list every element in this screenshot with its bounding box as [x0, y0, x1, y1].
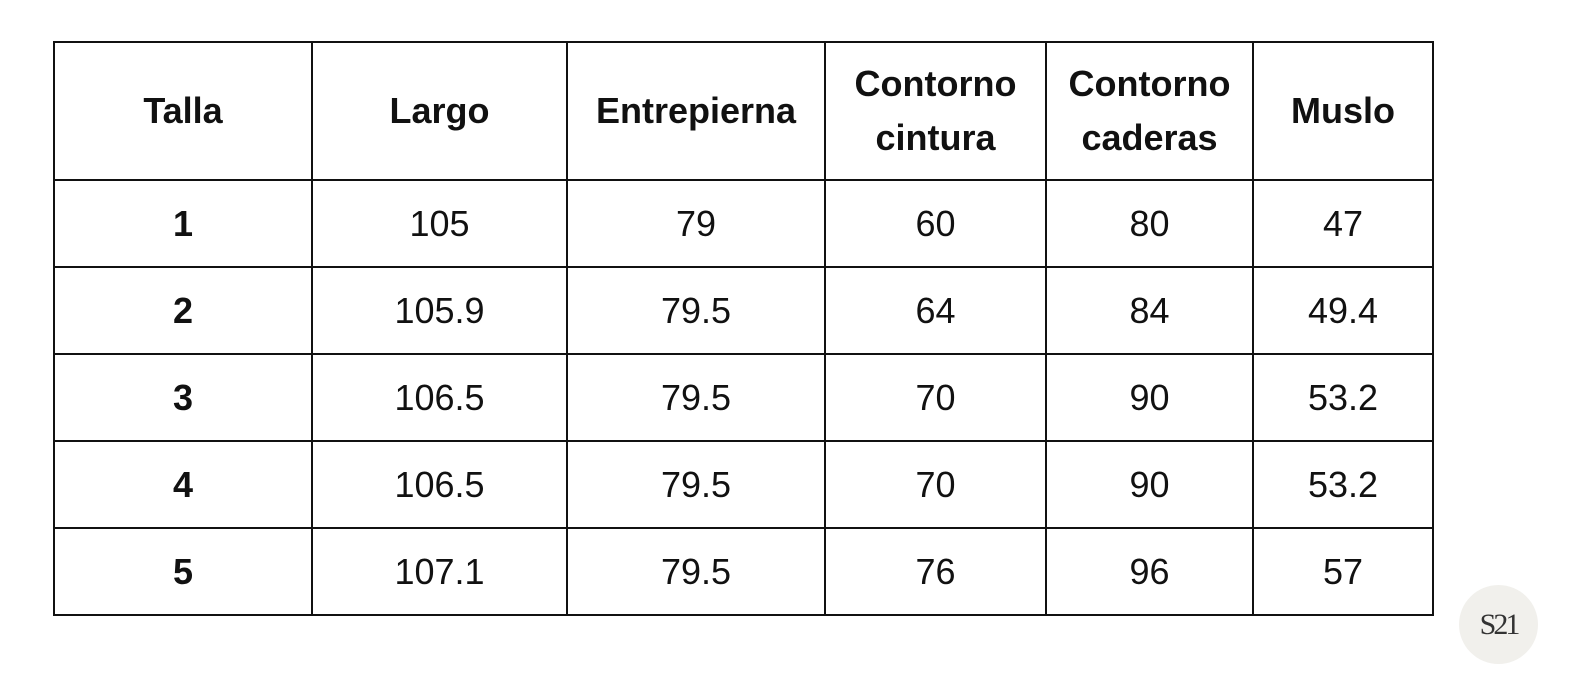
table-cell: 105 [311, 179, 568, 268]
table-cell: 49.4 [1252, 266, 1434, 355]
table-cell: 70 [824, 353, 1047, 442]
table-row: 4 106.5 79.5 70 90 53.2 [53, 440, 1434, 529]
table-cell: 57 [1252, 527, 1434, 616]
table-row: 3 106.5 79.5 70 90 53.2 [53, 353, 1434, 442]
table-cell: 106.5 [311, 440, 568, 529]
table-cell: 107.1 [311, 527, 568, 616]
table-cell: 79.5 [566, 266, 826, 355]
table-cell: 60 [824, 179, 1047, 268]
header-cell: Muslo [1252, 41, 1434, 181]
table-body: 1 105 79 60 80 47 2 105.9 79.5 64 84 49.4 3 106.5 79.5… [53, 179, 1434, 616]
table-row: 5 107.1 79.5 76 96 57 [53, 527, 1434, 616]
table-cell: 79.5 [566, 527, 826, 616]
table-row: 1 105 79 60 80 47 [53, 179, 1434, 268]
header-cell: Largo [311, 41, 568, 181]
table-cell: 96 [1045, 527, 1254, 616]
table-cell: 5 [53, 527, 313, 616]
table-cell: 90 [1045, 353, 1254, 442]
table-cell: 53.2 [1252, 353, 1434, 442]
table-cell: 70 [824, 440, 1047, 529]
header-row: Talla Largo Entrepierna Contorno cintura Con… [53, 41, 1434, 181]
table-cell: 79 [566, 179, 826, 268]
table-cell: 90 [1045, 440, 1254, 529]
header-cell: Contorno cintura [824, 41, 1047, 181]
logo: S21 [1459, 585, 1538, 664]
table-cell: 105.9 [311, 266, 568, 355]
table-cell: 3 [53, 353, 313, 442]
header-cell: Entrepierna [566, 41, 826, 181]
table-cell: 2 [53, 266, 313, 355]
table-cell: 64 [824, 266, 1047, 355]
table-cell: 76 [824, 527, 1047, 616]
table-cell: 79.5 [566, 353, 826, 442]
table-cell: 1 [53, 179, 313, 268]
table-row: 2 105.9 79.5 64 84 49.4 [53, 266, 1434, 355]
table-cell: 84 [1045, 266, 1254, 355]
header-cell: Contorno caderas [1045, 41, 1254, 181]
table-cell: 47 [1252, 179, 1434, 268]
table-cell: 53.2 [1252, 440, 1434, 529]
header-cell: Talla [53, 41, 313, 181]
table-header: Talla Largo Entrepierna Contorno cintura Con… [53, 41, 1434, 181]
size-table: Talla Largo Entrepierna Contorno cintura Con… [53, 41, 1434, 616]
table-cell: 4 [53, 440, 313, 529]
table-cell: 79.5 [566, 440, 826, 529]
table-cell: 106.5 [311, 353, 568, 442]
table-cell: 80 [1045, 179, 1254, 268]
